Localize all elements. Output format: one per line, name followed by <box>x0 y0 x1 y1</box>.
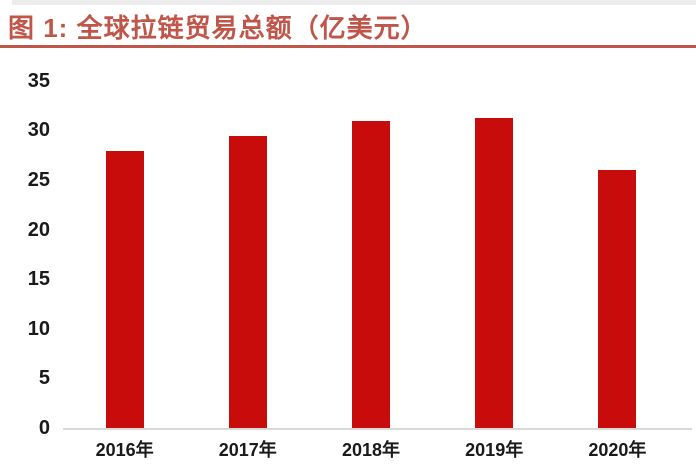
y-tick-label: 15 <box>27 268 50 291</box>
y-tick-label: 10 <box>27 317 50 340</box>
x-axis-line <box>63 428 692 430</box>
x-tick-label: 2019年 <box>465 440 524 460</box>
x-tick-label: 2016年 <box>95 440 154 460</box>
bar <box>228 136 267 428</box>
figure-title: 图 1: 全球拉链贸易总额（亿美元） <box>8 13 428 43</box>
x-tick-label: 2017年 <box>218 440 277 460</box>
y-tick-label: 0 <box>38 417 50 439</box>
bar <box>352 121 390 428</box>
y-tick-label: 5 <box>38 367 50 390</box>
y-tick-label: 30 <box>27 119 50 142</box>
y-tick-label: 35 <box>27 69 50 92</box>
bar <box>475 118 514 428</box>
y-tick-label: 20 <box>27 218 50 241</box>
title-underline <box>0 45 696 48</box>
y-tick-label: 25 <box>27 169 50 191</box>
x-tick-label: 2020年 <box>588 440 647 460</box>
bar <box>105 151 144 428</box>
bar <box>598 170 637 428</box>
x-tick-label: 2018年 <box>341 440 401 460</box>
top-edge-artifact <box>12 0 696 5</box>
